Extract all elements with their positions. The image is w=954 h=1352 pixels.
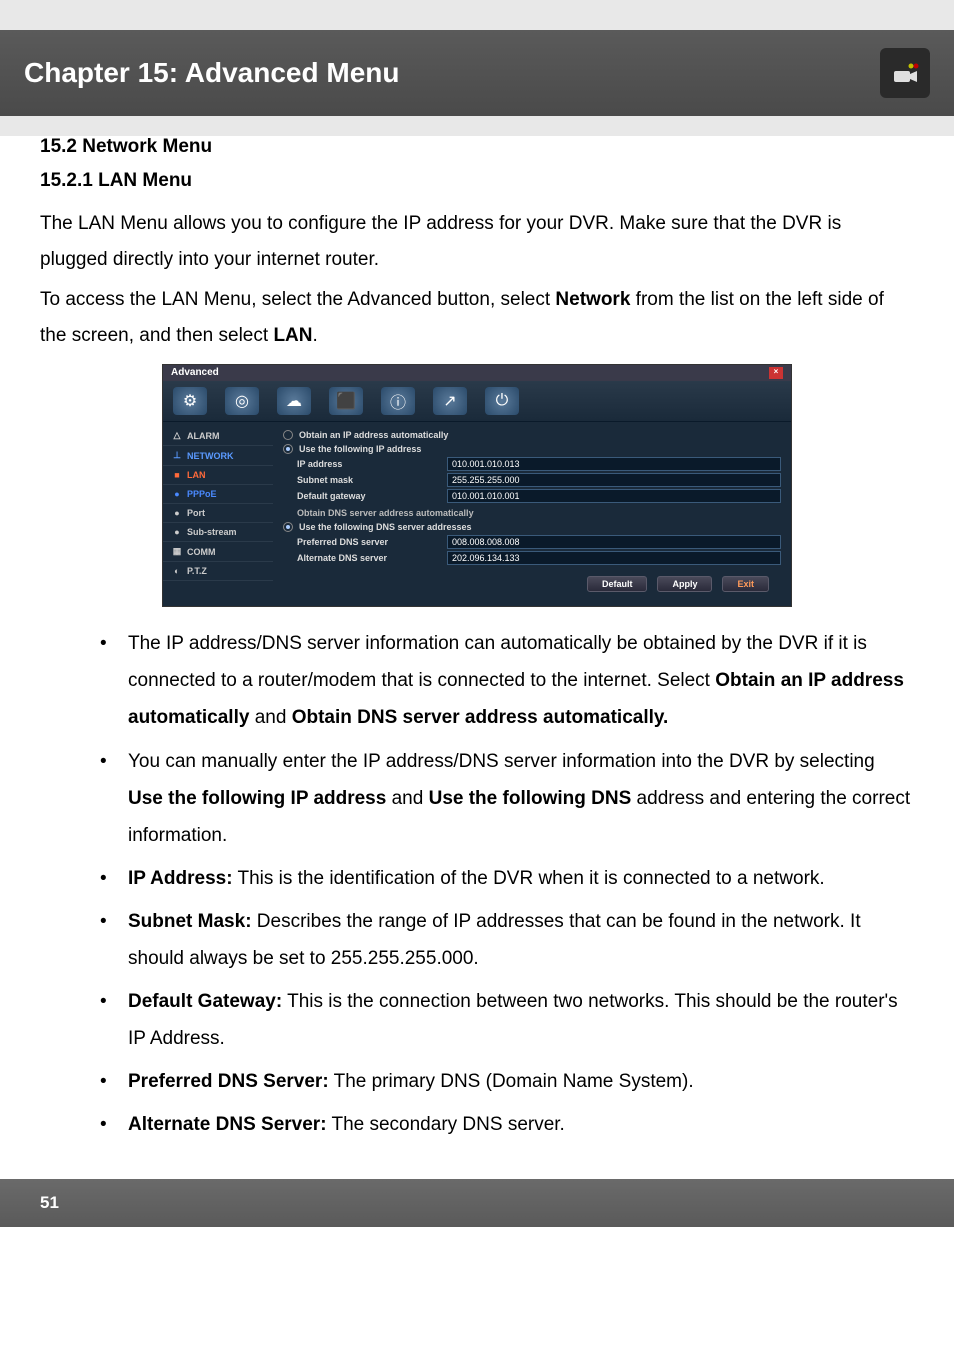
sidebar-item-comm[interactable]: ▦COMM [163, 542, 273, 562]
alternate-dns-field[interactable]: Alternate DNS server202.096.134.133 [283, 550, 781, 566]
radio-static-ip[interactable]: Use the following IP address [283, 442, 781, 456]
page-number: 51 [40, 1193, 59, 1212]
sidebar-item-port[interactable]: ●Port [163, 504, 273, 523]
power-icon[interactable]: ⏻ [485, 387, 519, 415]
page-footer: 51 [0, 1179, 954, 1227]
sidebar-item-lan[interactable]: ■LAN [163, 466, 273, 485]
chapter-header: Chapter 15: Advanced Menu [0, 30, 954, 116]
radio-auto-dns[interactable]: Obtain DNS server address automatically [283, 504, 781, 520]
gear-icon[interactable]: ⚙ [173, 387, 207, 415]
preferred-dns-field[interactable]: Preferred DNS server008.008.008.008 [283, 534, 781, 550]
intro-para-2: To access the LAN Menu, select the Advan… [40, 282, 914, 354]
default-gateway-field[interactable]: Default gateway010.001.010.001 [283, 488, 781, 504]
display-icon[interactable]: ⬛ [329, 387, 363, 415]
window-titlebar: Advanced × [163, 365, 791, 381]
record-icon[interactable]: ◎ [225, 387, 259, 415]
subnet-mask-field[interactable]: Subnet mask255.255.255.000 [283, 472, 781, 488]
exit-button[interactable]: Exit [722, 576, 769, 592]
close-icon[interactable]: × [769, 367, 783, 379]
radio-static-dns[interactable]: Use the following DNS server addresses [283, 520, 781, 534]
sidebar-item-alarm[interactable]: △ALARM [163, 426, 273, 446]
radio-auto-ip[interactable]: Obtain an IP address automatically [283, 428, 781, 442]
sidebar-item-substream[interactable]: ●Sub-stream [163, 523, 273, 542]
cloud-icon[interactable]: ☁ [277, 387, 311, 415]
sidebar-item-network[interactable]: ⊥NETWORK [163, 446, 273, 466]
sidebar-item-pppoe[interactable]: ●PPPoE [163, 485, 273, 504]
sidebar: △ALARM ⊥NETWORK ■LAN ●PPPoE ●Port ●Sub-s… [163, 422, 273, 606]
ip-address-field[interactable]: IP address010.001.010.013 [283, 456, 781, 472]
bullet-ip-address: IP Address: This is the identification o… [100, 860, 914, 897]
main-panel: Obtain an IP address automatically Use t… [273, 422, 791, 606]
bullet-manual-enter: You can manually enter the IP address/DN… [100, 743, 914, 854]
intro-para-1: The LAN Menu allows you to configure the… [40, 206, 914, 278]
lan-menu-screenshot: Advanced × ⚙ ◎ ☁ ⬛ ⓘ ↗ ⏻ △ALARM ⊥NETWORK… [162, 364, 792, 607]
section-heading: 15.2 Network Menu [40, 136, 914, 158]
arrow-icon[interactable]: ↗ [433, 387, 467, 415]
window-title: Advanced [171, 367, 219, 379]
apply-button[interactable]: Apply [657, 576, 712, 592]
bullet-list: The IP address/DNS server information ca… [40, 625, 914, 1143]
top-icon-row: ⚙ ◎ ☁ ⬛ ⓘ ↗ ⏻ [163, 381, 791, 422]
sidebar-item-ptz[interactable]: ◐P.T.Z [163, 562, 273, 581]
chapter-title: Chapter 15: Advanced Menu [24, 57, 399, 89]
default-button[interactable]: Default [587, 576, 648, 592]
camera-icon [880, 48, 930, 98]
info-icon[interactable]: ⓘ [381, 387, 415, 415]
bullet-auto-obtain: The IP address/DNS server information ca… [100, 625, 914, 736]
subsection-heading: 15.2.1 LAN Menu [40, 170, 914, 192]
bullet-default-gateway: Default Gateway: This is the connection … [100, 983, 914, 1057]
bullet-subnet-mask: Subnet Mask: Describes the range of IP a… [100, 903, 914, 977]
bullet-preferred-dns: Preferred DNS Server: The primary DNS (D… [100, 1063, 914, 1100]
bullet-alternate-dns: Alternate DNS Server: The secondary DNS … [100, 1106, 914, 1143]
